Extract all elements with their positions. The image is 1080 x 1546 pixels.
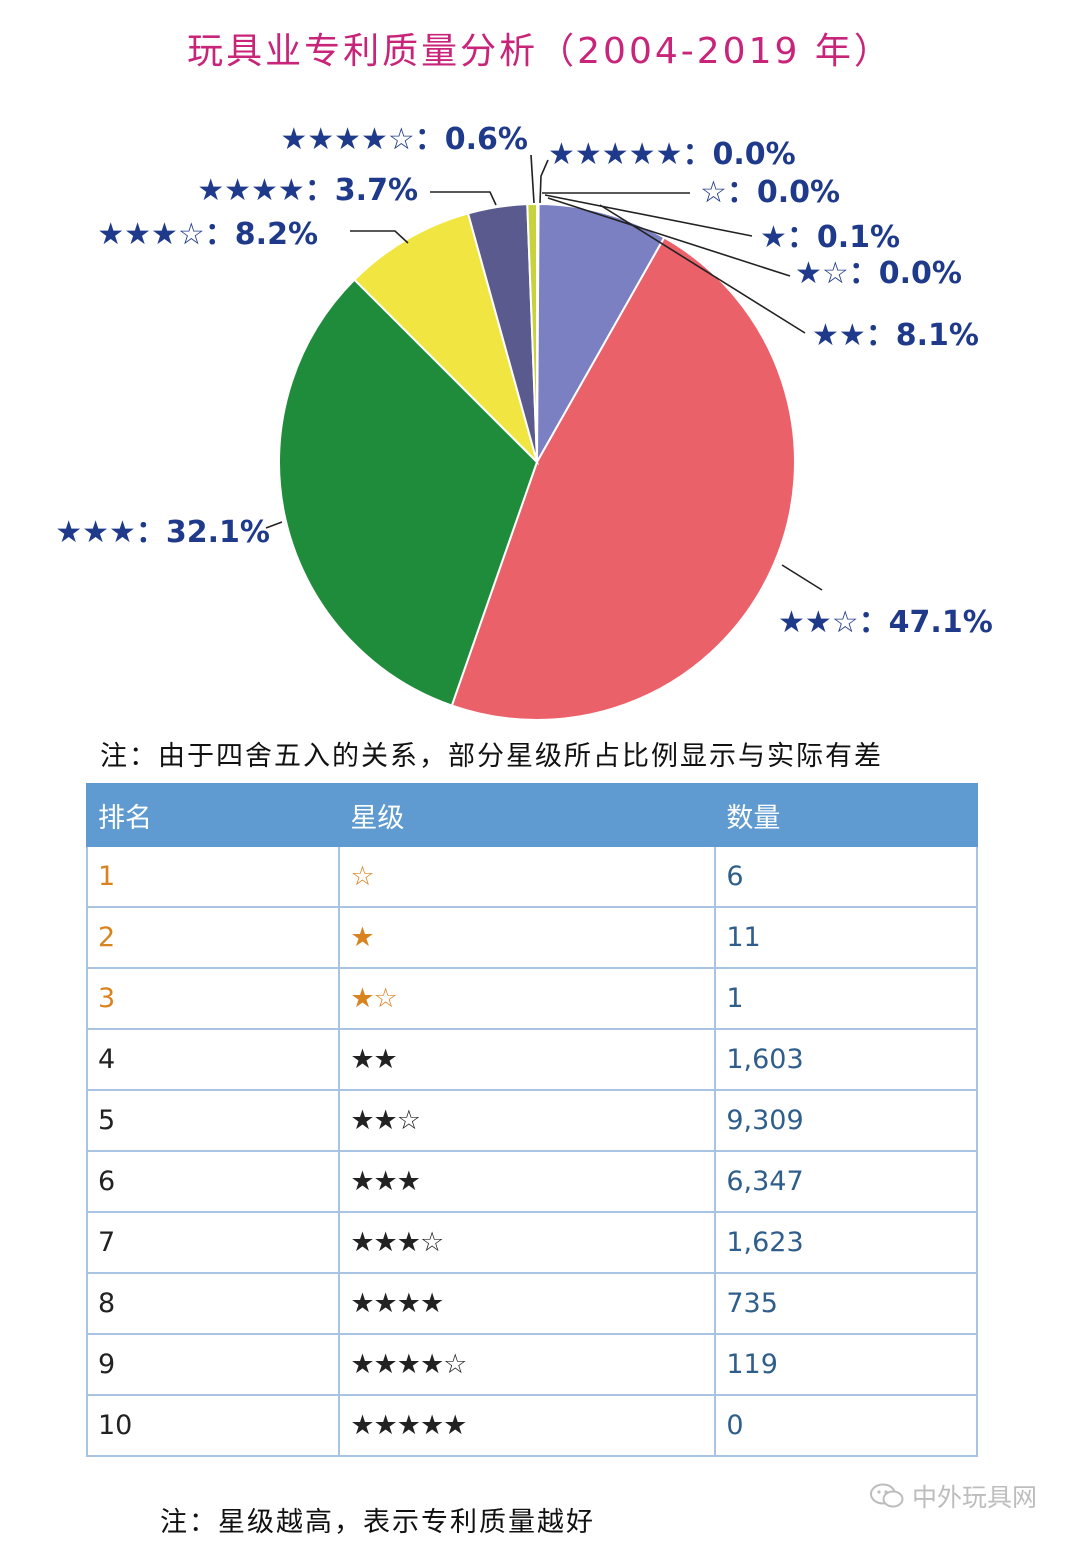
- ranking-table: 排名 星级 数量 1 ☆ 6 2 ★ 11 3 ★☆ 1 4 ★★ 1,603 5 ★★☆ 9,309 6 ★★…: [85, 783, 978, 1457]
- pie-slice: [278, 278, 539, 707]
- stars-cell: ★★★☆: [338, 1211, 717, 1274]
- rank-cell: 2: [85, 906, 341, 969]
- rank-cell: 7: [85, 1211, 341, 1274]
- chart-title: 玩具业专利质量分析（2004-2019 年）: [187, 31, 893, 72]
- table-row: 8 ★★★★ 735: [85, 1272, 978, 1335]
- leader-line: [781, 564, 823, 591]
- stars-cell: ★: [338, 906, 717, 969]
- slice-label: ★★★☆：8.2%: [97, 217, 318, 252]
- slice-label: ★：0.1%: [760, 220, 900, 255]
- header-count: 数量: [714, 783, 978, 847]
- slice-label: ★☆：0.0%: [795, 256, 962, 291]
- watermark: 中外玩具网: [870, 1478, 1037, 1514]
- count-cell: 1,603: [714, 1028, 978, 1091]
- count-cell: 1: [714, 967, 978, 1030]
- count-cell: 0: [714, 1394, 978, 1457]
- count-cell: 735: [714, 1272, 978, 1335]
- table-row: 9 ★★★★☆ 119: [85, 1333, 978, 1396]
- rank-cell: 8: [85, 1272, 341, 1335]
- rounding-note: 注：由于四舍五入的关系，部分星级所占比例显示与实际有差: [100, 741, 883, 772]
- leader-line: [265, 521, 283, 529]
- rank-cell: 4: [85, 1028, 341, 1091]
- slice-label: ★★★★★：0.0%: [548, 137, 796, 172]
- count-cell: 11: [714, 906, 978, 969]
- rank-cell: 9: [85, 1333, 341, 1396]
- rank-cell: 3: [85, 967, 341, 1030]
- table-row: 2 ★ 11: [85, 906, 978, 969]
- stars-cell: ★★★: [338, 1150, 717, 1213]
- slice-label: ★★★★☆：0.6%: [280, 122, 528, 157]
- table-row: 5 ★★☆ 9,309: [85, 1089, 978, 1152]
- table-row: 10 ★★★★★ 0: [85, 1394, 978, 1457]
- table-row: 6 ★★★ 6,347: [85, 1150, 978, 1213]
- stars-cell: ★★★★: [338, 1272, 717, 1335]
- count-cell: 1,623: [714, 1211, 978, 1274]
- leader-line: [547, 197, 791, 277]
- leader-line: [350, 230, 409, 244]
- table-row: 7 ★★★☆ 1,623: [85, 1211, 978, 1274]
- count-cell: 6: [714, 845, 978, 908]
- rank-cell: 1: [85, 845, 341, 908]
- stars-cell: ★★: [338, 1028, 717, 1091]
- table-row: 1 ☆ 6: [85, 845, 978, 908]
- leader-line: [430, 191, 497, 206]
- chat-bubble-icon: [870, 1483, 904, 1508]
- table-row: 4 ★★ 1,603: [85, 1028, 978, 1091]
- slice-label: ★★☆：47.1%: [778, 605, 993, 640]
- pie-slice: [535, 203, 666, 466]
- rank-cell: 10: [85, 1394, 341, 1457]
- pie-slice: [353, 212, 539, 466]
- leader-line: [599, 204, 806, 334]
- header-stars: 星级: [338, 783, 717, 847]
- stars-cell: ★★★★☆: [338, 1333, 717, 1396]
- stars-cell: ★★★★★: [338, 1394, 717, 1457]
- rank-cell: 6: [85, 1150, 341, 1213]
- table-row: 3 ★☆ 1: [85, 967, 978, 1030]
- stars-cell: ★★☆: [338, 1089, 717, 1152]
- stars-cell: ★☆: [338, 967, 717, 1030]
- table-header-row: 排名 星级 数量: [85, 783, 978, 847]
- pie-slice: [450, 236, 796, 721]
- slice-label: ★★★：32.1%: [55, 515, 270, 550]
- header-rank: 排名: [85, 783, 341, 847]
- quality-note: 注：星级越高，表示专利质量越好: [160, 1507, 595, 1538]
- pie-chart: ★★★★★：0.0%☆：0.0% ★：0.1%★☆：0.0% ★★：8.1% ★★☆：…: [55, 122, 993, 721]
- slice-label: ★★★★：3.7%: [197, 173, 418, 208]
- stars-cell: ☆: [338, 845, 717, 908]
- leader-line: [530, 154, 535, 204]
- ranking-table-container: 排名 星级 数量 1 ☆ 6 2 ★ 11 3 ★☆ 1 4 ★★ 1,603 5 ★★☆ 9,309 6 ★★…: [85, 783, 978, 1457]
- slice-label: ☆：0.0%: [700, 175, 840, 210]
- slice-label: ★★：8.1%: [812, 318, 979, 353]
- count-cell: 9,309: [714, 1089, 978, 1152]
- count-cell: 6,347: [714, 1150, 978, 1213]
- rank-cell: 5: [85, 1089, 341, 1152]
- leader-line: [544, 194, 753, 237]
- leader-line: [539, 159, 549, 204]
- watermark-text: 中外玩具网: [912, 1483, 1038, 1512]
- count-cell: 119: [714, 1333, 978, 1396]
- pie-slice: [526, 202, 538, 463]
